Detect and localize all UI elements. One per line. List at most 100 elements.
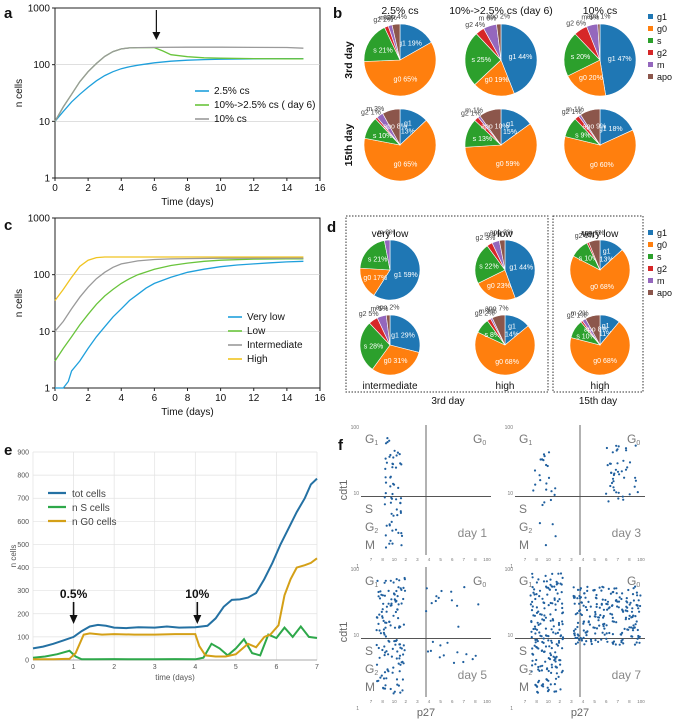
pie-label-apo: apo 2%	[486, 14, 510, 21]
x-tick-label: 8	[474, 699, 477, 704]
scatter-point	[625, 605, 628, 608]
pie-slice-g0	[474, 59, 515, 97]
scatter-point	[396, 650, 399, 653]
scatter-point	[395, 657, 398, 660]
scatter-point	[627, 588, 630, 592]
scatter-point	[617, 445, 620, 448]
scatter-point	[638, 635, 641, 638]
scatter-point	[582, 629, 585, 632]
scatter-point	[392, 581, 395, 584]
scatter-point	[384, 481, 388, 484]
scatter-point	[598, 606, 601, 609]
scatter-point	[633, 643, 637, 646]
scatter-point	[402, 597, 405, 601]
scatter-point	[549, 613, 552, 616]
quadrant-label-m: M	[365, 538, 375, 552]
scatter-point	[531, 605, 534, 608]
scatter-point	[542, 637, 545, 640]
scatter-point	[620, 470, 623, 473]
scatter-point	[536, 640, 539, 643]
scatter-point	[615, 592, 618, 595]
x-tick-label: 8	[628, 557, 631, 562]
scatter-point	[594, 610, 597, 614]
scatter-point	[430, 602, 433, 605]
scatter-point	[634, 623, 637, 626]
scatter-point	[385, 605, 388, 608]
scatter-point	[531, 652, 534, 656]
quadrant-label-s: S	[519, 644, 527, 658]
scatter-point	[545, 482, 548, 485]
scatter-point	[609, 612, 612, 615]
subscript: 0	[636, 582, 640, 589]
scatter-point	[620, 641, 623, 644]
scatter-point	[550, 585, 553, 588]
x-tick-label: 6	[451, 557, 454, 562]
scatter-point	[537, 623, 540, 627]
scatter-point	[610, 471, 613, 474]
scatter-point	[586, 585, 589, 589]
legend-entry: apo	[657, 72, 672, 82]
scatter-point	[399, 462, 402, 465]
x-tick-label: 0	[31, 664, 35, 671]
scatter-point	[403, 589, 407, 592]
scatter-point	[383, 496, 386, 499]
scatter-point	[547, 586, 550, 590]
pie-title: high	[591, 381, 610, 392]
series-line-10-cs	[54, 46, 304, 122]
pie-label-apo: apo 4%	[383, 14, 407, 21]
scatter-point	[635, 603, 638, 607]
scatter-point	[535, 593, 538, 596]
pie-label-g0: g0 59%	[496, 161, 520, 168]
scatter-point	[587, 600, 590, 604]
x-tick-label: 14	[281, 183, 293, 194]
legend-entry: 10% cs	[214, 114, 247, 125]
scatter-point	[429, 649, 432, 653]
scatter-point	[378, 597, 382, 600]
x-tick-label: 8	[185, 393, 191, 404]
x-tick-label: 2	[85, 393, 91, 404]
scatter-point	[542, 459, 545, 462]
scatter-point	[553, 585, 556, 588]
scatter-point	[605, 602, 608, 606]
scatter-point	[393, 690, 396, 693]
pie-slice-g1	[504, 239, 536, 299]
scatter-point	[585, 608, 589, 612]
pie-slice-g1	[500, 23, 538, 94]
scatter-point	[628, 617, 631, 620]
scatter-point	[384, 457, 387, 460]
pie-label-apo: apo 6%	[581, 230, 605, 237]
pie-label-g0: g0 68%	[495, 359, 519, 366]
subscript: 0	[636, 440, 640, 447]
scatter-point	[535, 606, 539, 609]
quadrant-label-m: M	[519, 538, 529, 552]
scatter-point	[639, 604, 642, 608]
subscript: 2	[528, 528, 532, 535]
legend-entry: 10%->2.5% cs ( day 6)	[214, 100, 315, 111]
scatter-point	[391, 466, 394, 469]
x-tick-label: 5	[234, 664, 238, 671]
scatter-point	[387, 653, 390, 656]
scatter-point	[385, 524, 388, 527]
scatter-point	[556, 631, 560, 635]
scatter-point	[391, 492, 394, 496]
subscript: 1	[528, 440, 532, 447]
pie-slice-s	[474, 245, 506, 284]
scatter-point	[550, 490, 553, 493]
x-tick-label: 5	[439, 557, 442, 562]
scatter-point	[386, 437, 389, 440]
x-tick-label: 16	[314, 183, 326, 194]
scatter-point	[381, 648, 384, 652]
pie-label-g0: g0 60%	[590, 162, 614, 169]
scatter-point	[538, 522, 542, 525]
scatter-point	[609, 592, 613, 595]
scatter-point	[400, 647, 403, 650]
pie-label-m: m 4%	[484, 231, 502, 238]
scatter-point	[625, 600, 628, 603]
pie-slice-g0	[371, 344, 420, 376]
scatter-point	[471, 658, 474, 661]
x-tick-label: 2	[405, 557, 408, 562]
annotation-label: 0.5%	[60, 587, 88, 601]
scatter-point	[544, 660, 547, 663]
series-line-n-g0-cells	[33, 557, 318, 661]
scatter-point	[561, 623, 564, 626]
